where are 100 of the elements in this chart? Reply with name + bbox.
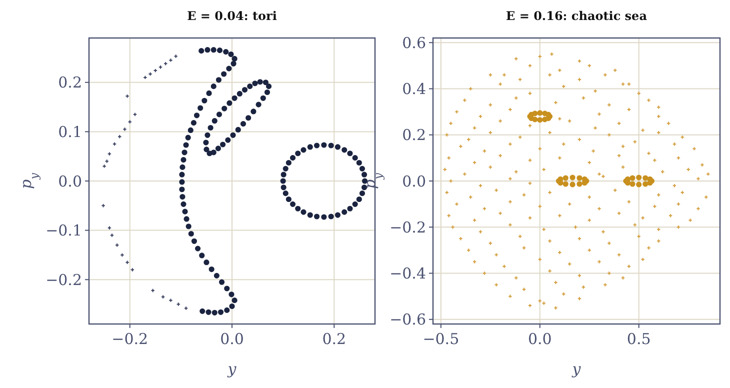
point <box>182 150 188 156</box>
point <box>328 142 334 148</box>
point <box>352 201 358 207</box>
point <box>232 298 238 304</box>
point <box>225 137 231 143</box>
point <box>203 140 209 146</box>
point <box>347 206 353 212</box>
x-tick-label: 0.0 <box>220 330 244 348</box>
y-tick-label: 0.0 <box>58 172 82 190</box>
point <box>228 292 234 298</box>
point <box>250 108 256 114</box>
point <box>334 144 341 150</box>
point <box>179 186 185 192</box>
point <box>204 47 210 53</box>
point <box>252 80 258 86</box>
point <box>191 238 198 244</box>
point <box>570 182 576 188</box>
point <box>216 77 222 83</box>
point <box>208 124 214 131</box>
point <box>537 117 543 123</box>
point <box>314 214 320 220</box>
point <box>630 181 636 187</box>
y-tick-label: −0.6 <box>390 310 426 329</box>
point <box>290 201 296 207</box>
point <box>212 310 218 316</box>
point <box>361 172 368 178</box>
point <box>630 175 636 181</box>
point <box>199 252 205 258</box>
y-tick-label: 0.4 <box>402 80 426 98</box>
point <box>282 166 288 172</box>
point <box>300 147 306 153</box>
point <box>204 132 210 138</box>
point <box>188 127 194 134</box>
point <box>224 286 230 292</box>
point <box>334 212 341 218</box>
point <box>328 214 334 220</box>
point <box>361 184 368 190</box>
point <box>229 303 235 310</box>
point <box>232 56 238 62</box>
point <box>204 146 210 152</box>
point <box>290 155 296 161</box>
point <box>537 110 543 116</box>
point <box>206 309 212 315</box>
point <box>570 174 576 180</box>
point <box>286 196 292 202</box>
point <box>300 209 306 215</box>
point <box>295 150 301 156</box>
point <box>102 164 106 168</box>
point <box>642 175 648 181</box>
point <box>286 160 292 166</box>
point <box>182 208 188 214</box>
point <box>542 110 548 116</box>
point <box>246 115 252 121</box>
point <box>222 106 228 112</box>
point <box>216 112 222 118</box>
point <box>562 175 568 181</box>
point <box>223 49 229 55</box>
point <box>636 174 642 180</box>
point <box>202 98 208 104</box>
point <box>180 164 186 170</box>
point <box>576 181 582 187</box>
point <box>190 120 196 126</box>
point <box>562 181 568 187</box>
point <box>122 127 127 132</box>
point <box>194 246 201 252</box>
point <box>210 84 216 90</box>
point <box>204 260 210 266</box>
chart-title: E = 0.16: chaotic sea <box>506 9 648 23</box>
point <box>216 48 223 54</box>
point <box>356 196 362 202</box>
point <box>179 179 185 185</box>
point <box>125 94 130 98</box>
point <box>636 182 642 188</box>
point <box>576 175 582 181</box>
point <box>212 118 218 124</box>
point <box>198 105 204 111</box>
x-axis-title: y <box>571 360 582 378</box>
point <box>184 216 190 222</box>
point <box>194 112 200 118</box>
point <box>247 84 253 90</box>
point <box>235 126 241 133</box>
point <box>321 142 327 148</box>
point <box>230 132 236 138</box>
point <box>186 224 192 230</box>
point <box>359 190 366 196</box>
x-tick-label: 0.2 <box>322 330 346 348</box>
point <box>221 71 227 77</box>
point <box>188 230 194 237</box>
point <box>214 272 220 278</box>
point <box>236 90 242 97</box>
point <box>210 47 216 53</box>
point <box>280 184 286 190</box>
point <box>307 212 313 218</box>
point <box>218 279 225 285</box>
y-tick-label: −0.4 <box>390 264 426 283</box>
y-tick-label: −0.2 <box>390 218 426 236</box>
point <box>215 146 222 152</box>
point <box>352 155 358 161</box>
point <box>307 144 313 150</box>
point <box>342 209 348 215</box>
